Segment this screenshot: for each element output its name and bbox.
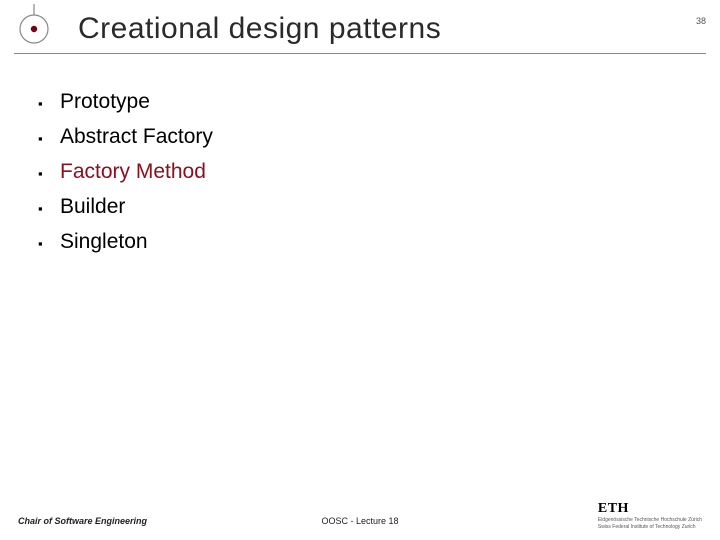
header-rule xyxy=(14,53,706,54)
bullet-list: ▪Prototype▪Abstract Factory▪Factory Meth… xyxy=(38,88,213,263)
list-item: ▪Builder xyxy=(38,193,213,222)
list-item: ▪Prototype xyxy=(38,88,213,117)
bullet-marker: ▪ xyxy=(38,196,60,222)
footer-right: ETH Eidgenössische Technische Hochschule… xyxy=(598,502,702,530)
bullet-marker: ▪ xyxy=(38,91,60,117)
bullet-text: Singleton xyxy=(60,228,148,256)
list-item: ▪Abstract Factory xyxy=(38,123,213,152)
bullet-marker: ▪ xyxy=(38,161,60,187)
slide: Creational design patterns 38 ▪Prototype… xyxy=(0,0,720,540)
bullet-marker: ▪ xyxy=(38,126,60,152)
bullet-text: Abstract Factory xyxy=(60,123,213,151)
list-item: ▪Factory Method xyxy=(38,158,213,187)
bullet-marker: ▪ xyxy=(38,231,60,257)
bullet-text: Factory Method xyxy=(60,158,206,186)
bullet-text: Builder xyxy=(60,193,125,221)
eth-sub2: Swiss Federal Institute of Technology Zu… xyxy=(598,524,702,530)
page-number: 38 xyxy=(696,16,706,26)
header: Creational design patterns 38 xyxy=(0,0,720,60)
bullet-text: Prototype xyxy=(60,88,150,116)
list-item: ▪Singleton xyxy=(38,228,213,257)
slide-logo xyxy=(12,4,56,48)
eth-logo-text: ETH xyxy=(598,502,702,516)
eth-sub1: Eidgenössische Technische Hochschule Zür… xyxy=(598,517,702,523)
slide-title: Creational design patterns xyxy=(78,12,441,46)
